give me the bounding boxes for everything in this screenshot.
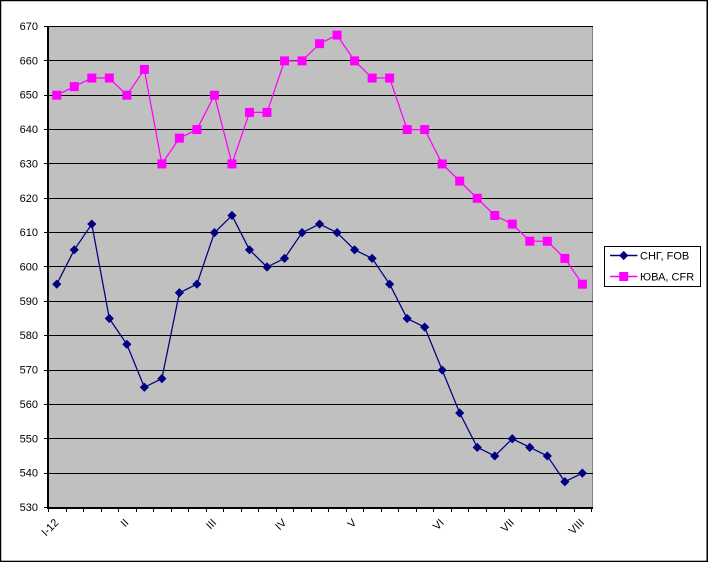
- svg-text:670: 670: [20, 21, 38, 33]
- svg-text:VII: VII: [499, 517, 517, 535]
- svg-text:620: 620: [20, 193, 38, 205]
- svg-text:640: 640: [20, 124, 38, 136]
- svg-text:VIII: VIII: [567, 517, 587, 537]
- svg-text:СНГ, FOB: СНГ, FOB: [640, 250, 689, 262]
- svg-text:630: 630: [20, 158, 38, 170]
- svg-text:650: 650: [20, 90, 38, 102]
- svg-text:570: 570: [20, 365, 38, 377]
- svg-text:V: V: [346, 517, 360, 531]
- svg-text:560: 560: [20, 399, 38, 411]
- svg-text:II: II: [119, 517, 132, 530]
- svg-text:580: 580: [20, 330, 38, 342]
- svg-text:540: 540: [20, 468, 38, 480]
- svg-text:610: 610: [20, 227, 38, 239]
- svg-text:530: 530: [20, 502, 38, 514]
- svg-text:IV: IV: [273, 517, 289, 533]
- svg-text:600: 600: [20, 262, 38, 274]
- svg-text:590: 590: [20, 296, 38, 308]
- svg-text:VI: VI: [431, 517, 447, 533]
- svg-text:550: 550: [20, 433, 38, 445]
- svg-text:660: 660: [20, 55, 38, 67]
- svg-text:ЮВА, CFR: ЮВА, CFR: [640, 271, 694, 283]
- svg-text:III: III: [204, 517, 219, 532]
- svg-text:I-12: I-12: [39, 517, 61, 539]
